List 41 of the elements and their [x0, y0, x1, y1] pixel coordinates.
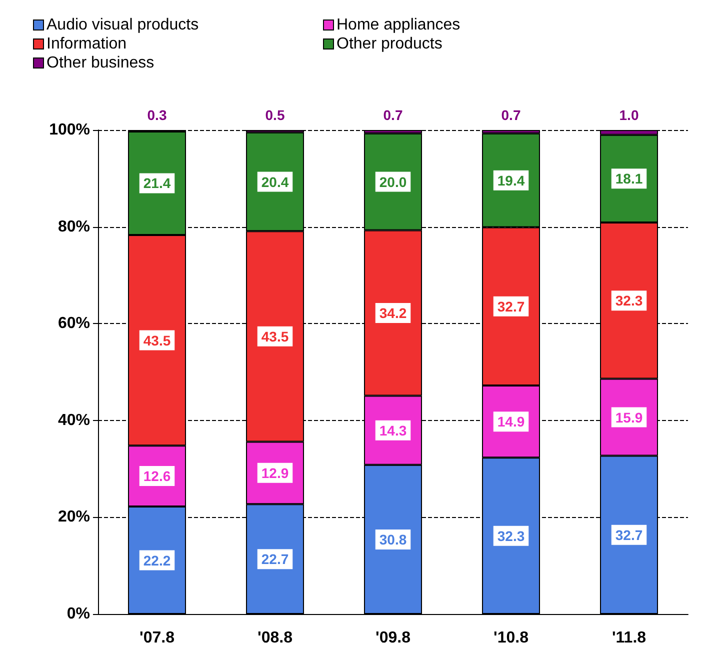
data-label: 14.9 — [497, 414, 525, 430]
data-label: 0.7 — [501, 107, 521, 123]
x-tick-label: '08.8 — [258, 630, 293, 646]
data-label: 30.8 — [379, 531, 407, 548]
data-label: 20.0 — [379, 174, 407, 190]
y-tick-label: 100% — [49, 122, 90, 138]
data-label: 21.4 — [143, 175, 171, 192]
y-tick-label: 60% — [58, 315, 90, 332]
y-tick-label: 0% — [66, 606, 90, 622]
data-label: 15.9 — [615, 409, 643, 426]
data-label: 12.6 — [143, 468, 171, 484]
data-label: 32.7 — [497, 298, 525, 314]
legend-label: Home appliances — [336, 16, 460, 34]
data-label: 43.5 — [261, 328, 289, 344]
x-tick-label: '11.8 — [612, 630, 646, 646]
data-label: 0.3 — [147, 107, 167, 123]
data-label: 14.3 — [379, 422, 407, 438]
data-label: 22.7 — [261, 551, 289, 568]
x-tick-label: '09.8 — [376, 630, 411, 646]
data-label: 18.1 — [615, 170, 643, 187]
data-label: 32.3 — [497, 528, 525, 544]
y-tick-label: 20% — [58, 508, 90, 526]
data-label: 32.7 — [615, 526, 643, 543]
data-label: 22.2 — [143, 552, 171, 568]
data-label: 0.7 — [383, 107, 403, 123]
data-label: 34.2 — [379, 304, 407, 321]
legend-label: Other business — [46, 54, 154, 72]
data-label: 20.4 — [261, 174, 289, 190]
y-tick-label: 40% — [58, 412, 90, 429]
data-label: 43.5 — [143, 332, 171, 348]
data-label: 32.3 — [615, 292, 643, 309]
legend-label: Information — [46, 36, 127, 52]
data-label: 0.5 — [265, 107, 285, 123]
legend-label: Other products — [336, 36, 442, 52]
data-label: 12.9 — [261, 464, 289, 481]
y-tick-label: 80% — [58, 218, 90, 236]
x-tick-label: '07.8 — [140, 630, 175, 646]
x-tick-label: '10.8 — [494, 630, 529, 646]
legend-label: Audio visual products — [46, 16, 199, 34]
data-label: 19.4 — [497, 172, 525, 188]
data-label: 1.0 — [619, 107, 639, 123]
